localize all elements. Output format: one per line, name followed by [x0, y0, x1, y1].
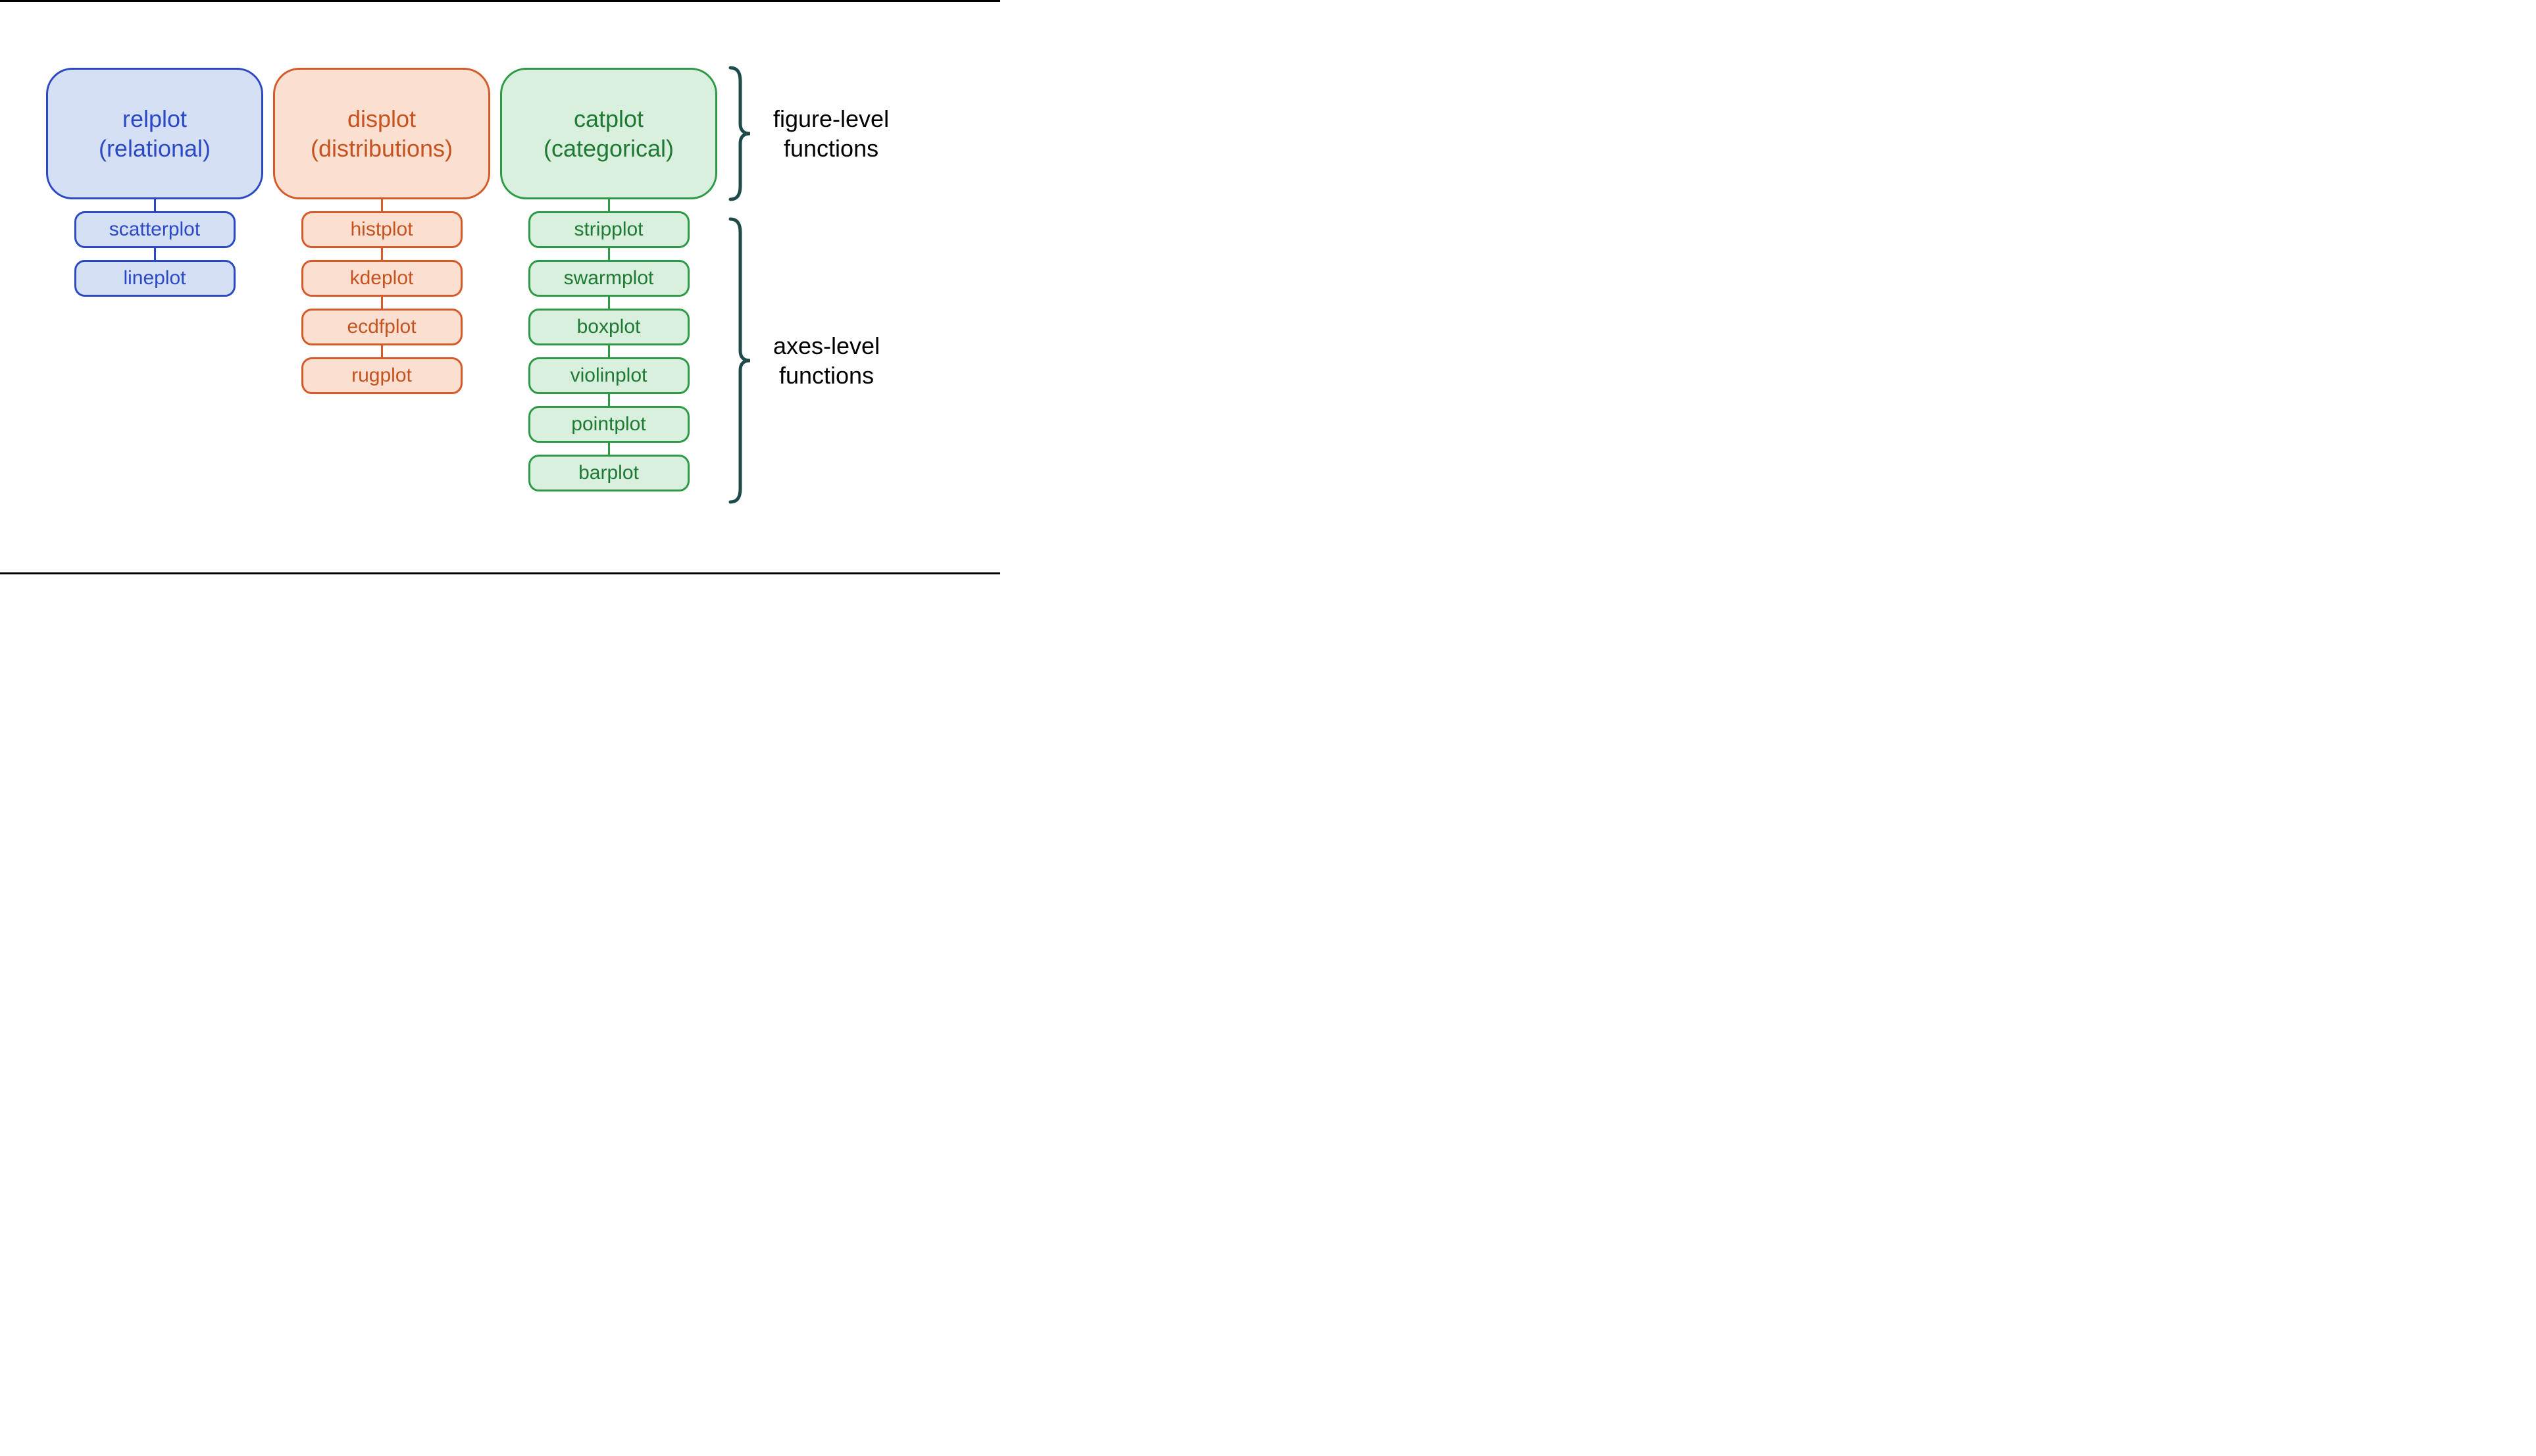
- brace-label-axes-level: axes-level functions: [773, 331, 880, 390]
- figure-box-catplot: catplot (categorical): [500, 68, 717, 199]
- child-scatterplot: scatterplot: [74, 211, 236, 248]
- child-histplot: histplot: [301, 211, 463, 248]
- child-label: histplot: [350, 218, 413, 241]
- child-label: lineplot: [123, 267, 186, 289]
- brace-icon: [727, 216, 753, 505]
- brace-figure-level: figure-level functions: [727, 64, 889, 203]
- child-label: violinplot: [571, 364, 647, 387]
- child-label: ecdfplot: [347, 316, 416, 338]
- child-label: kdeplot: [350, 267, 414, 289]
- child-label: stripplot: [574, 218, 643, 241]
- child-label: rugplot: [351, 364, 412, 387]
- category-relational: relplot (relational) scatterplot lineplo…: [46, 68, 263, 297]
- child-label: pointplot: [571, 413, 646, 436]
- connector: [381, 248, 383, 260]
- child-label: scatterplot: [109, 218, 200, 241]
- figure-title-line2: (relational): [99, 134, 211, 163]
- child-label: barplot: [578, 462, 639, 484]
- connector: [608, 394, 610, 406]
- connector: [608, 345, 610, 357]
- connector: [381, 345, 383, 357]
- child-pointplot: pointplot: [528, 406, 690, 443]
- connector: [608, 443, 610, 455]
- figure-box-relplot: relplot (relational): [46, 68, 263, 199]
- connector: [381, 297, 383, 309]
- brace-axes-level: axes-level functions: [727, 216, 880, 505]
- child-rugplot: rugplot: [301, 357, 463, 394]
- child-label: boxplot: [577, 316, 641, 338]
- brace-label-line2: functions: [784, 135, 878, 162]
- brace-label-line2: functions: [779, 362, 874, 389]
- child-boxplot: boxplot: [528, 309, 690, 345]
- child-violinplot: violinplot: [528, 357, 690, 394]
- brace-label-figure-level: figure-level functions: [773, 104, 889, 163]
- connector: [381, 199, 383, 211]
- child-barplot: barplot: [528, 455, 690, 491]
- brace-label-line1: axes-level: [773, 332, 880, 359]
- category-distributions: displot (distributions) histplot kdeplot…: [273, 68, 490, 394]
- connector: [608, 199, 610, 211]
- figure-title-line2: (categorical): [544, 134, 674, 163]
- connector: [608, 248, 610, 260]
- figure-box-displot: displot (distributions): [273, 68, 490, 199]
- connector: [154, 199, 156, 211]
- figure-title-line1: catplot: [574, 104, 644, 134]
- child-kdeplot: kdeplot: [301, 260, 463, 297]
- child-stripplot: stripplot: [528, 211, 690, 248]
- child-label: swarmplot: [564, 267, 654, 289]
- category-categorical: catplot (categorical) stripplot swarmplo…: [500, 68, 717, 491]
- connector: [608, 297, 610, 309]
- figure-title-line2: (distributions): [311, 134, 453, 163]
- diagram-canvas: relplot (relational) scatterplot lineplo…: [0, 0, 1000, 574]
- child-lineplot: lineplot: [74, 260, 236, 297]
- brace-label-line1: figure-level: [773, 105, 889, 132]
- child-ecdfplot: ecdfplot: [301, 309, 463, 345]
- connector: [154, 248, 156, 260]
- brace-icon: [727, 64, 753, 203]
- figure-title-line1: relplot: [122, 104, 187, 134]
- figure-title-line1: displot: [347, 104, 416, 134]
- child-swarmplot: swarmplot: [528, 260, 690, 297]
